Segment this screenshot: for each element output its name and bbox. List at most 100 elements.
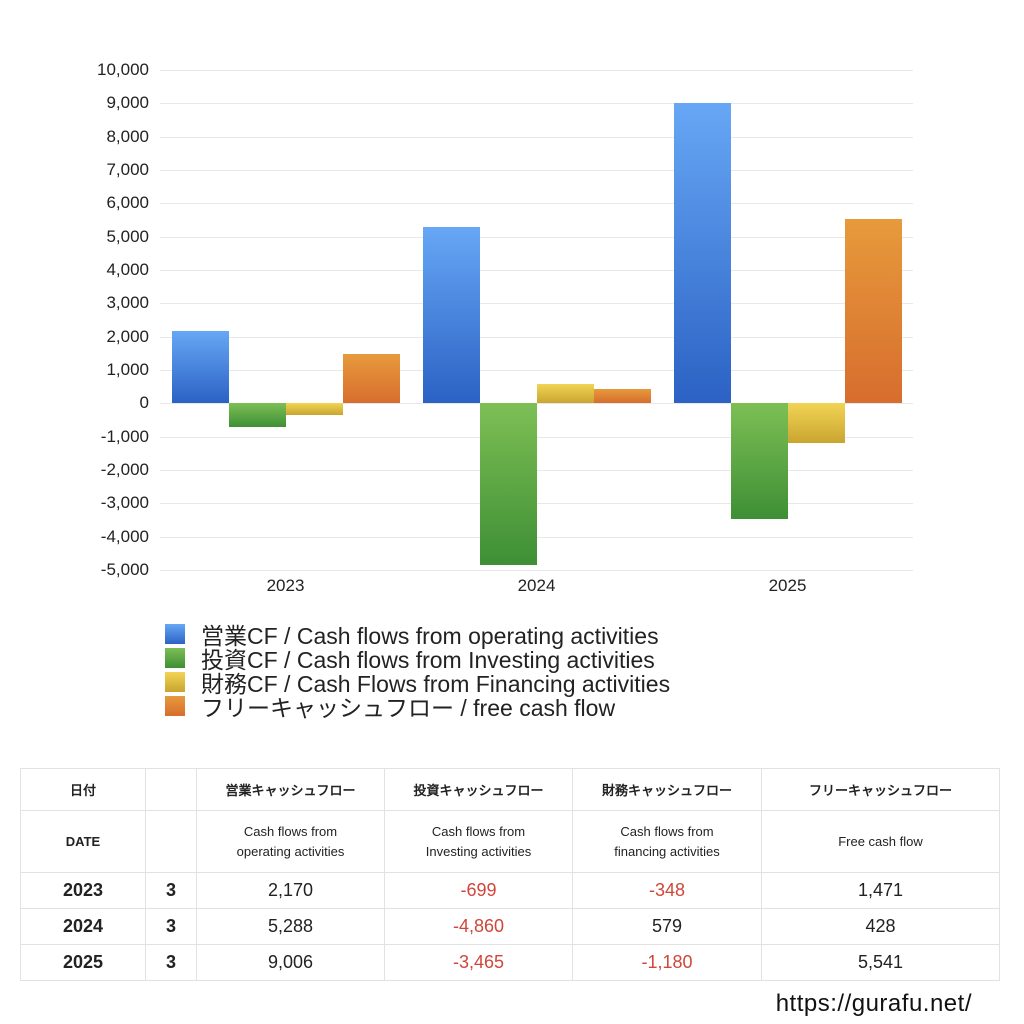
y-axis-tick-label: 7,000 (106, 160, 149, 179)
gridline (160, 203, 913, 205)
table-row: 2024 3 5,288 -4,860 579 428 (20, 908, 1000, 945)
header-operating-jp: 営業キャッシュフロー (196, 768, 385, 811)
table-row: 2025 3 9,006 -3,465 -1,180 5,541 (20, 944, 1000, 981)
header-month-jp (145, 768, 197, 811)
legend-swatch-icon (165, 696, 185, 716)
y-axis-tick-label: 9,000 (106, 93, 149, 113)
cell-financing: -1,180 (572, 944, 762, 981)
legend-item: 財務CF / Cash Flows from Financing activit… (165, 670, 670, 697)
legend-swatch-icon (165, 672, 185, 692)
bar-2024-series-0 (422, 227, 480, 404)
header-investing-jp: 投資キャッシュフロー (384, 768, 573, 811)
header-date-en: DATE (20, 810, 146, 873)
header-operating-en: Cash flows from operating activities (196, 810, 385, 873)
cash-flow-bar-chart: 10,000 9,000 8,000 7,000 6,000 5,000 4,000 3,00… (97, 60, 913, 595)
legend-label: フリーキャッシュフロー / free cash flow (201, 695, 616, 721)
gridline (160, 470, 913, 471)
y-axis-tick-label: 2,000 (106, 326, 149, 346)
bar-2025-series-2 (787, 403, 845, 443)
cell-operating: 5,288 (196, 908, 385, 945)
gridline (160, 436, 913, 438)
cell-investing: -699 (384, 872, 573, 909)
cell-investing: -4,860 (384, 908, 573, 945)
y-axis-tick-label: -1,000 (100, 426, 149, 446)
gridline (160, 536, 913, 538)
header-financing-en-text: Cash flows from financing activities (614, 823, 720, 859)
table-header-en: DATE Cash flows from operating activitie… (20, 810, 1000, 873)
gridline (160, 370, 913, 371)
cell-year: 2023 (20, 872, 146, 909)
cell-month: 3 (145, 944, 197, 981)
y-axis-tick-label: 10,000 (97, 60, 149, 79)
y-axis-tick-label: -3,000 (100, 493, 149, 513)
table-header-jp: 日付 営業キャッシュフロー 投資キャッシュフロー 財務キャッシュフロー フリーキ… (20, 768, 1000, 811)
table-body: 2023 3 2,170 -699 -348 1,471 2024 3 5,288 -4,860 5… (20, 872, 1000, 981)
legend-swatch-icon (165, 648, 185, 668)
legend-item: 営業CF / Cash flows from operating activit… (165, 622, 670, 649)
header-free-jp: フリーキャッシュフロー (761, 768, 1000, 811)
bar-2023-series-2 (285, 403, 343, 415)
site-url: https://gurafu.net/ (775, 990, 972, 1017)
cell-free: 428 (761, 908, 1000, 945)
bar-2025-series-1 (730, 403, 788, 519)
gridline (160, 336, 913, 338)
gridline (160, 570, 913, 571)
gridline (160, 236, 913, 238)
header-investing-en: Cash flows from Investing activities (384, 810, 573, 873)
cell-year: 2024 (20, 908, 146, 945)
y-axis-tick-label: 8,000 (106, 126, 149, 146)
gridline (160, 103, 913, 105)
y-axis-tick-label: -2,000 (100, 460, 149, 479)
x-axis-tick-label: 2023 (266, 576, 305, 595)
y-axis-tick-label: 1,000 (106, 360, 149, 379)
legend-label: 営業CF / Cash flows from operating activit… (201, 623, 659, 649)
bar-2023-series-0 (171, 331, 229, 404)
y-axis-tick-label: 5,000 (106, 226, 149, 246)
gridline (160, 403, 913, 405)
legend-label: 投資CF / Cash flows from Investing activit… (201, 647, 655, 673)
legend-label: 財務CF / Cash Flows from Financing activit… (201, 671, 671, 697)
cell-month: 3 (145, 908, 197, 945)
header-free-en: Free cash flow (761, 810, 1000, 873)
cell-financing: -348 (572, 872, 762, 909)
x-axis-tick-label: 2024 (517, 576, 556, 595)
gridline (160, 136, 913, 138)
gridline (160, 503, 913, 505)
header-date-jp: 日付 (20, 768, 146, 811)
legend-item: フリーキャッシュフロー / free cash flow (165, 694, 670, 721)
gridline (160, 270, 913, 271)
cell-free: 1,471 (761, 872, 1000, 909)
header-investing-en-text: Cash flows from Investing activities (425, 823, 532, 859)
cell-month: 3 (145, 872, 197, 909)
cell-free: 5,541 (761, 944, 1000, 981)
cell-financing: 579 (572, 908, 762, 945)
y-axis-tick-label: 6,000 (106, 193, 149, 213)
cash-flow-table: 日付 営業キャッシュフロー 投資キャッシュフロー 財務キャッシュフロー フリーキ… (20, 768, 1000, 981)
header-financing-en: Cash flows from financing activities (572, 810, 762, 873)
bar-2025-series-3 (844, 218, 902, 404)
cell-operating: 2,170 (196, 872, 385, 909)
bar-2025-series-0 (673, 103, 731, 404)
bar-2024-series-1 (479, 403, 537, 566)
cell-investing: -3,465 (384, 944, 573, 981)
gridline (160, 170, 913, 171)
y-axis-tick-label: 4,000 (106, 260, 149, 279)
x-axis-tick-label: 2025 (768, 576, 807, 595)
y-axis-tick-label: -4,000 (100, 526, 149, 546)
bar-2023-series-1 (228, 403, 286, 427)
legend-swatch-icon (165, 624, 185, 644)
y-axis-tick-label: -5,000 (100, 560, 149, 579)
bar-2024-series-3 (593, 389, 651, 404)
cell-year: 2025 (20, 944, 146, 981)
bar-2024-series-2 (536, 384, 594, 404)
chart-legend: 営業CF / Cash flows from operating activit… (165, 622, 670, 721)
cell-operating: 9,006 (196, 944, 385, 981)
table-row: 2023 3 2,170 -699 -348 1,471 (20, 872, 1000, 909)
header-operating-en-text: Cash flows from operating activities (236, 823, 345, 859)
gridline (160, 303, 913, 305)
header-financing-jp: 財務キャッシュフロー (572, 768, 762, 811)
y-axis-tick-label: 0 (139, 393, 149, 413)
gridline (160, 70, 913, 71)
header-month-en (145, 810, 197, 873)
y-axis-tick-label: 3,000 (106, 293, 149, 313)
